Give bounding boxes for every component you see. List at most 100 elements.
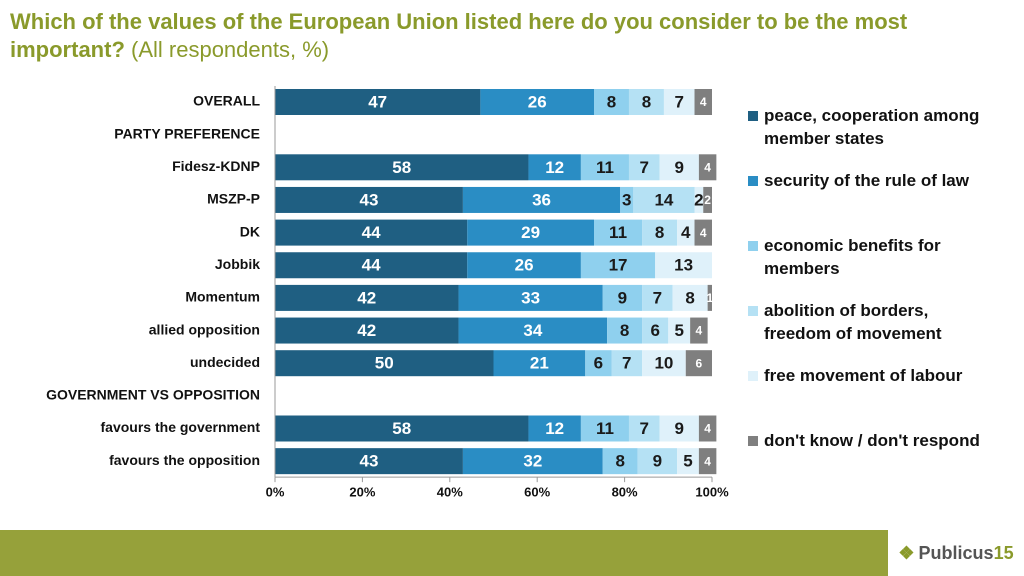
data-label: 7 — [640, 419, 649, 438]
data-label: 43 — [359, 190, 378, 209]
bar-segment — [698, 415, 717, 442]
legend-swatch — [748, 371, 758, 381]
legend-label: security of the rule of law — [764, 171, 969, 190]
bar-segment — [655, 252, 712, 279]
legend-label: abolition of borders, freedom of movemen… — [764, 301, 942, 343]
bar-segment — [580, 252, 656, 279]
data-label: 33 — [521, 288, 540, 307]
data-label: 36 — [532, 190, 551, 209]
data-label: 6 — [650, 321, 659, 340]
data-label: 4 — [700, 226, 707, 240]
logo-icon: ❖ — [898, 542, 915, 563]
legend-label: free movement of labour — [764, 366, 963, 385]
data-label: 8 — [620, 321, 629, 340]
y-tick-label: Jobbik — [215, 256, 260, 272]
data-label: 21 — [530, 354, 549, 373]
data-label: 4 — [704, 160, 711, 174]
legend-item: don't know / don't respond — [748, 429, 988, 494]
bar-segment — [467, 219, 595, 246]
data-label: 9 — [618, 288, 627, 307]
bar-segment — [602, 448, 638, 475]
bar-segment — [607, 317, 643, 344]
bar-segment — [458, 284, 603, 311]
legend-swatch — [748, 176, 758, 186]
data-label: 8 — [655, 223, 664, 242]
data-label: 4 — [696, 324, 703, 338]
y-tick-label: PARTY PREFERENCE — [114, 125, 260, 141]
data-label: 7 — [653, 288, 662, 307]
bar-segment — [275, 154, 529, 181]
bar-segment — [275, 317, 459, 344]
bar-segment — [585, 350, 612, 377]
y-tick-label: favours the opposition — [109, 452, 260, 468]
bar-segment — [580, 415, 629, 442]
legend-swatch — [748, 111, 758, 121]
bar-segment — [528, 415, 581, 442]
title-block: Which of the values of the European Unio… — [10, 8, 910, 64]
data-label: 26 — [528, 92, 547, 111]
y-tick-label: OVERALL — [193, 93, 260, 109]
legend-swatch — [748, 241, 758, 251]
x-tick-label: 40% — [437, 484, 463, 499]
logo-text: Publicus — [918, 542, 994, 563]
bar-segment — [275, 89, 481, 115]
data-label: 12 — [545, 158, 564, 177]
legend-item: security of the rule of law — [748, 169, 988, 234]
logo-number: 15 — [993, 542, 1014, 563]
x-tick-label: 0% — [266, 484, 285, 499]
data-label: 6 — [594, 354, 603, 373]
bar-segment — [677, 219, 695, 246]
data-label: 8 — [642, 92, 651, 111]
y-tick-label: DK — [240, 223, 260, 239]
bar-segment — [694, 219, 712, 246]
legend-item: economic benefits for members — [748, 234, 988, 299]
bar-segment — [677, 448, 699, 475]
data-label: 4 — [681, 223, 691, 242]
data-label: 58 — [392, 158, 411, 177]
bar-segment — [275, 415, 529, 442]
bar-segment — [707, 284, 712, 311]
footer-band — [0, 530, 1024, 576]
bar-segment — [690, 317, 708, 344]
data-label: 32 — [523, 452, 542, 471]
data-label: 8 — [607, 92, 616, 111]
bar-segment — [628, 415, 660, 442]
bar-segment — [594, 89, 629, 115]
bar-segment — [602, 284, 643, 311]
bar-segment — [642, 219, 678, 246]
data-label: 12 — [545, 419, 564, 438]
data-label: 10 — [654, 354, 673, 373]
legend-label: economic benefits for members — [764, 236, 941, 278]
bar-segment — [467, 252, 581, 279]
data-label: 13 — [674, 256, 693, 275]
logo: ❖ Publicus 15 — [888, 530, 1024, 576]
bar-segment — [462, 448, 603, 475]
data-label: 44 — [362, 256, 381, 275]
bar-segment — [685, 350, 712, 377]
bar-segment — [659, 415, 699, 442]
bar-segment — [663, 89, 695, 115]
bar-segment — [703, 186, 712, 213]
bar-segment — [458, 317, 608, 344]
data-label: 42 — [357, 321, 376, 340]
legend-swatch — [748, 306, 758, 316]
legend-item: peace, cooperation among member states — [748, 104, 988, 169]
bar-segment — [698, 154, 717, 181]
x-tick-label: 80% — [612, 484, 638, 499]
y-tick-label: favours the government — [101, 419, 261, 435]
bar-segment — [637, 448, 678, 475]
data-label: 3 — [622, 190, 631, 209]
bar-segment — [628, 89, 664, 115]
legend-label: peace, cooperation among member states — [764, 106, 980, 148]
data-label: 8 — [615, 452, 624, 471]
bar-segment — [642, 350, 686, 377]
legend: peace, cooperation among member states se… — [748, 104, 988, 494]
bar-segment — [275, 448, 463, 475]
data-label: 4 — [704, 422, 711, 436]
bar-segment — [611, 350, 643, 377]
y-tick-label: GOVERNMENT VS OPPOSITION — [46, 387, 260, 403]
bar-segment — [694, 186, 704, 213]
data-label: 29 — [521, 223, 540, 242]
